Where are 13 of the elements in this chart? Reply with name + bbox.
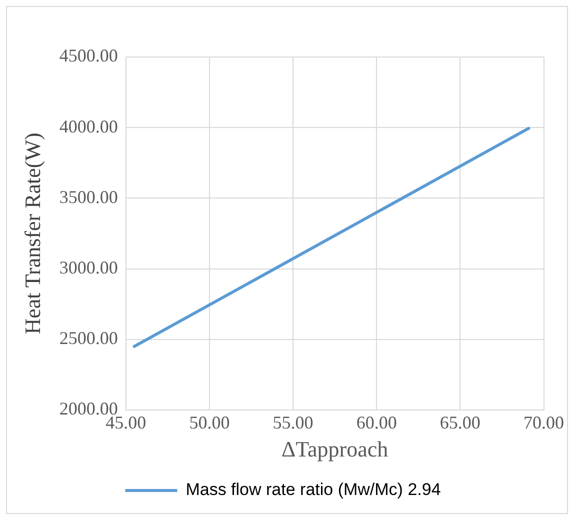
y-tick-label: 3000.00 [59,258,118,278]
y-tick-label: 4500.00 [59,46,118,66]
x-axis-title: ΔTapproach [281,436,388,462]
y-tick-label: 3500.00 [59,186,118,207]
x-tick-label: 55.00 [272,412,314,433]
legend-label: Mass flow rate ratio (Mw/Mc) 2.94 [186,480,441,500]
x-tick-label: 50.00 [189,412,230,433]
y-axis-title: Heat Transfer Rate(W) [20,132,45,334]
x-tick-label: 60.00 [356,412,397,433]
x-tick-label: 65.00 [440,412,480,433]
y-tick-label: 4000.00 [59,116,118,136]
x-tick-label: 70.00 [524,412,564,433]
y-tick-label: 2500.00 [59,328,118,348]
